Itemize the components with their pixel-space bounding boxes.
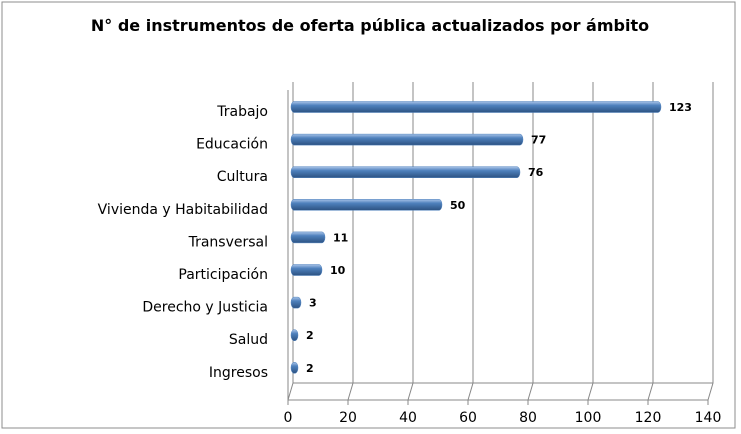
bar	[290, 296, 302, 309]
chart-frame	[1, 1, 736, 429]
x-tick-label: 40	[399, 410, 417, 426]
y-tick-label: Derecho y Justicia	[142, 300, 268, 316]
grid-line	[407, 82, 414, 401]
grid-line	[467, 82, 474, 401]
bar	[290, 133, 524, 146]
grid-line	[647, 82, 654, 401]
value-label: 10	[330, 264, 346, 277]
value-label: 2	[306, 329, 314, 342]
bar	[290, 329, 299, 341]
bar	[290, 362, 299, 374]
x-tick-label: 20	[339, 410, 357, 426]
value-label: 11	[333, 231, 348, 244]
y-tick-label: Transversal	[188, 234, 268, 250]
value-label: 76	[528, 166, 544, 179]
value-label: 3	[309, 297, 317, 310]
bar	[290, 199, 443, 211]
x-tick-label: 60	[459, 410, 477, 426]
y-tick-label: Participación	[178, 267, 268, 283]
grid-line	[527, 82, 534, 401]
y-tick-label: Vivienda y Habitabilidad	[98, 202, 268, 218]
chart-title: N° de instrumentos de oferta pública act…	[90, 16, 650, 35]
y-tick-label: Salud	[229, 332, 268, 348]
x-tick-label: 0	[284, 410, 293, 426]
grid-line	[587, 82, 594, 401]
y-tick-label: Cultura	[217, 169, 268, 185]
value-label: 123	[669, 101, 692, 114]
bar	[290, 101, 662, 113]
bar	[290, 231, 326, 244]
grid-line	[347, 82, 354, 401]
value-label: 77	[531, 134, 546, 147]
value-label: 2	[306, 362, 314, 375]
x-tick-label: 140	[695, 410, 722, 426]
x-tick-label: 120	[635, 410, 662, 426]
x-tick-label: 100	[575, 410, 602, 426]
y-tick-label: Trabajo	[216, 104, 268, 120]
y-tick-label: Ingresos	[209, 365, 268, 381]
x-tick-label: 80	[519, 410, 537, 426]
bar	[290, 264, 323, 276]
bar	[290, 166, 521, 178]
value-label: 50	[450, 199, 466, 212]
grid-line	[707, 82, 714, 401]
grid-line	[287, 82, 294, 401]
y-tick-label: Educación	[196, 137, 268, 153]
